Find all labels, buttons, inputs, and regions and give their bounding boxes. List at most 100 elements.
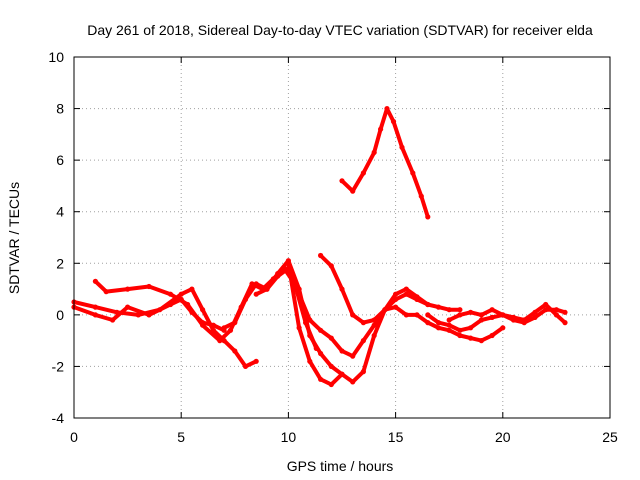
data-point [110, 317, 116, 323]
data-point [543, 301, 549, 308]
data-point [562, 309, 568, 315]
data-point [217, 338, 223, 344]
data-point [146, 283, 152, 290]
chart-title: Day 261 of 2018, Sidereal Day-to-day VTE… [87, 22, 593, 38]
data-point [350, 188, 356, 194]
series-line [254, 266, 462, 359]
data-point [500, 325, 506, 331]
data-point [543, 307, 549, 313]
data-point [253, 291, 259, 297]
data-point [232, 320, 238, 326]
y-tick-label: 0 [56, 307, 64, 323]
data-point [92, 312, 98, 318]
data-point [146, 312, 152, 318]
data-point [328, 263, 334, 269]
data-point [478, 317, 484, 323]
data-point [446, 322, 452, 328]
data-point [390, 118, 397, 125]
data-point [468, 309, 474, 315]
data-point [178, 291, 184, 297]
data-point [328, 335, 334, 341]
data-point [446, 317, 452, 323]
data-point [185, 301, 191, 308]
data-point [489, 307, 495, 313]
y-tick-label: 2 [56, 255, 64, 271]
data-point [253, 281, 259, 287]
data-point [264, 286, 270, 292]
data-point [403, 286, 409, 292]
data-point [296, 325, 302, 331]
data-point [562, 320, 568, 326]
data-point [360, 369, 366, 375]
data-point [318, 327, 324, 333]
x-tick-label: 15 [388, 429, 404, 445]
data-point [403, 312, 409, 318]
data-point [339, 371, 345, 377]
grid [74, 57, 610, 418]
data-point [414, 312, 420, 318]
data-point [446, 307, 452, 313]
data-point [457, 307, 463, 313]
data-point [167, 291, 174, 297]
y-tick-label: 8 [56, 101, 64, 117]
x-axis-label: GPS time / hours [287, 458, 394, 474]
series-layer [71, 106, 568, 388]
data-point [371, 322, 377, 328]
x-tick-label: 5 [177, 429, 185, 445]
series-track-i [425, 301, 568, 333]
data-point [435, 325, 442, 331]
data-point [360, 320, 366, 326]
data-point [125, 304, 131, 310]
data-point [425, 214, 431, 220]
data-point [371, 332, 377, 339]
data-point [296, 291, 302, 297]
data-point [378, 126, 384, 132]
x-tick-label: 0 [70, 429, 78, 445]
data-point [468, 335, 474, 341]
data-point [318, 252, 324, 259]
data-point [350, 353, 356, 359]
data-point [371, 149, 377, 155]
data-point [500, 312, 506, 318]
data-point [510, 317, 517, 323]
data-point [307, 358, 313, 364]
data-point [371, 317, 377, 323]
data-point [468, 325, 474, 331]
y-tick-label: 6 [56, 152, 64, 168]
data-point [167, 301, 174, 308]
data-point [339, 286, 345, 292]
data-point [328, 381, 334, 388]
y-tick-label: -4 [52, 410, 65, 426]
data-point [553, 307, 560, 313]
data-point [350, 379, 356, 385]
data-point [399, 144, 405, 150]
data-point [242, 363, 249, 369]
data-point [410, 170, 416, 176]
data-point [253, 358, 259, 364]
data-point [382, 307, 388, 313]
data-point [221, 325, 227, 331]
series-track-h [339, 106, 431, 220]
data-point [210, 322, 216, 328]
data-point [360, 338, 366, 344]
data-point [489, 314, 495, 320]
data-point [478, 312, 484, 318]
data-point [242, 296, 249, 302]
data-point [328, 363, 334, 369]
data-point [92, 278, 98, 284]
series-track-e [253, 265, 463, 359]
data-point [425, 320, 431, 326]
data-point [200, 322, 206, 328]
data-point [307, 317, 313, 323]
data-point [446, 327, 452, 333]
y-tick-label: 10 [48, 49, 64, 65]
data-point [435, 304, 442, 310]
data-point [393, 291, 399, 297]
x-tick-label: 10 [281, 429, 297, 445]
series-line [72, 287, 259, 369]
y-axis-label: SDTVAR / TECUs [6, 182, 22, 294]
data-point [425, 312, 431, 318]
data-point [393, 304, 399, 310]
data-point [521, 320, 527, 326]
